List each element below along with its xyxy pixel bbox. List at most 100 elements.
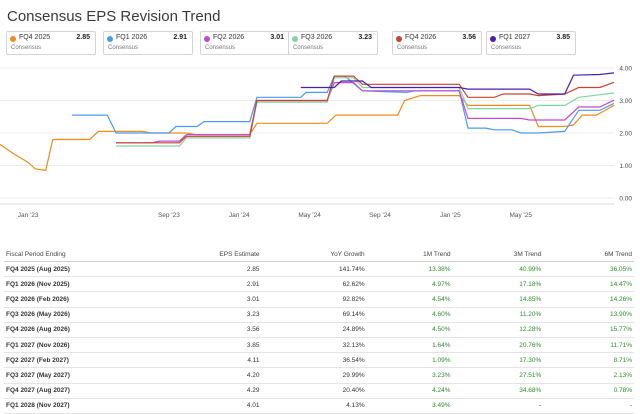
series-line-fq4-2025[interactable] [0,94,615,172]
cell-yoy: 4.13% [261,398,367,414]
card-series-name: FQ1 2027 [499,34,531,41]
legend-card-fq2-2026[interactable]: FQ2 2026 3.01 Consensus [200,31,290,55]
series-line-fq2-2026[interactable] [116,82,615,144]
cell-trend-3m: 40.99% [452,261,544,278]
table-header-row: Fiscal Period Ending EPS Estimate YoY Gr… [4,247,634,262]
cell-yoy: 24.89% [261,322,367,338]
cell-period: FQ2 2027 (Feb 2027) [4,352,181,369]
legend-card-fq4-2025[interactable]: FQ4 2025 2.85 Consensus [6,31,96,55]
card-series-name: FQ1 2026 [116,34,148,41]
cell-period: FQ3 2027 (May 2027) [4,367,181,384]
series-color-dot-icon [490,36,496,42]
card-series-value: 3.56 [462,34,476,41]
card-series-value: 3.85 [556,34,570,41]
table-row[interactable]: FQ2 2027 (Feb 2027) 4.11 36.54% 1.09% 17.30%… [4,352,634,369]
y-tick-label: 3.00 [619,98,632,105]
cell-yoy: 32.13% [261,337,367,354]
series-line-fq1-2026[interactable] [72,75,615,134]
cell-trend-6m: 15.77% [543,322,634,338]
card-series-name: FQ2 2026 [213,34,245,41]
card-series-value: 2.91 [173,34,187,41]
table-row[interactable]: FQ1 2026 (Nov 2025) 2.91 62.62% 4.97% 17.18%… [4,276,634,293]
legend-card-fq1-2027[interactable]: FQ1 2027 3.85 Consensus [486,31,576,55]
col-header-yoy[interactable]: YoY Growth [261,247,367,262]
cell-period: FQ1 2026 (Nov 2025) [4,276,181,293]
table-row[interactable]: FQ3 2026 (May 2026) 3.23 69.14% 4.60% 11.20%… [4,307,634,323]
cell-eps: 3.56 [180,322,262,338]
cell-yoy: 36.54% [261,352,367,369]
cell-period: FQ1 2027 (Nov 2026) [4,337,181,354]
cell-yoy: 69.14% [261,307,367,323]
cell-period: FQ1 2028 (Nov 2027) [4,398,181,414]
cell-trend-6m: 14.47% [543,276,634,293]
col-header-6m[interactable]: 6M Trend [543,247,634,262]
card-series-name: FQ4 2025 [19,34,51,41]
cell-trend-3m: 14.85% [452,291,544,308]
cell-trend-3m: 20.76% [452,337,544,354]
cell-trend-6m: 0.78% [543,383,634,399]
series-line-fq1-2027[interactable] [300,72,615,95]
cell-eps: 3.85 [180,337,262,354]
legend-card-fq3-2026[interactable]: FQ3 2026 3.23 Consensus [288,31,378,55]
cell-trend-1m: 4.50% [366,322,453,338]
cell-period: FQ4 2026 (Aug 2026) [4,322,181,338]
card-series-value: 3.23 [358,34,372,41]
x-tick-label: Sep '24 [369,212,391,219]
card-series-subtitle: Consensus [491,45,522,51]
series-line-fq3-2026[interactable] [116,77,615,147]
cell-trend-1m: 13.38% [366,261,453,278]
table-row[interactable]: FQ4 2027 (Aug 2027) 4.29 20.40% 4.24% 34.68%… [4,383,634,399]
table-row[interactable]: FQ1 2028 (Nov 2027) 4.01 4.13% 3.49% - - [4,398,634,414]
cell-trend-1m: 4.60% [366,307,453,323]
table-row[interactable]: FQ2 2026 (Feb 2026) 3.01 92.82% 4.54% 14.85%… [4,291,634,308]
table-row[interactable]: FQ4 2026 (Aug 2026) 3.56 24.89% 4.50% 12.28%… [4,322,634,338]
cell-trend-1m: 4.24% [366,383,453,399]
col-header-period[interactable]: Fiscal Period Ending [4,247,181,262]
x-tick-label: May '24 [298,212,321,219]
cell-trend-6m: 11.71% [543,337,634,354]
x-tick-label: Sep '23 [158,212,180,219]
cell-yoy: 141.74% [261,261,367,278]
cell-eps: 2.85 [180,261,262,278]
card-series-subtitle: Consensus [293,45,324,51]
cell-eps: 4.29 [180,383,262,399]
x-tick-label: Jan '23 [18,212,39,219]
cell-trend-6m: 36.05% [543,261,634,278]
cell-period: FQ4 2025 (Aug 2025) [4,261,181,278]
cell-eps: 3.01 [180,291,262,308]
chart-title: Consensus EPS Revision Trend [7,8,221,25]
card-series-name: FQ3 2026 [301,34,333,41]
cell-eps: 3.23 [180,307,262,323]
legend-card-fq1-2026[interactable]: FQ1 2026 2.91 Consensus [103,31,193,55]
col-header-3m[interactable]: 3M Trend [452,247,544,262]
cell-trend-1m: 3.49% [366,398,453,414]
cell-eps: 4.20 [180,367,262,384]
cell-trend-3m: 12.28% [452,322,544,338]
col-header-eps[interactable]: EPS Estimate [180,247,262,262]
card-series-subtitle: Consensus [397,45,428,51]
cell-period: FQ4 2027 (Aug 2027) [4,383,181,399]
card-series-subtitle: Consensus [205,45,236,51]
cell-trend-1m: 1.09% [366,352,453,369]
y-tick-label: 2.00 [619,131,632,138]
cell-trend-6m: 14.26% [543,291,634,308]
cell-period: FQ3 2026 (May 2026) [4,307,181,323]
series-color-dot-icon [396,36,402,42]
cell-yoy: 92.82% [261,291,367,308]
col-header-1m[interactable]: 1M Trend [366,247,453,262]
table-row[interactable]: FQ4 2025 (Aug 2025) 2.85 141.74% 13.38% 40.9… [4,261,634,278]
x-tick-label: Jan '25 [440,212,461,219]
cell-period: FQ2 2026 (Feb 2026) [4,291,181,308]
cell-trend-3m: 17.30% [452,352,544,369]
y-tick-label: 0.00 [619,196,632,203]
cell-trend-1m: 4.54% [366,291,453,308]
table-row[interactable]: FQ1 2027 (Nov 2026) 3.85 32.13% 1.64% 20.76%… [4,337,634,354]
y-tick-label: 1.00 [619,163,632,170]
table-row[interactable]: FQ3 2027 (May 2027) 4.20 29.99% 3.23% 27.51%… [4,367,634,384]
cell-trend-6m: 13.90% [543,307,634,323]
x-tick-label: Jan '24 [229,212,250,219]
cell-trend-6m: 2.13% [543,367,634,384]
series-color-dot-icon [10,36,16,42]
card-series-subtitle: Consensus [11,45,42,51]
legend-card-fq4-2026[interactable]: FQ4 2026 3.56 Consensus [392,31,482,55]
